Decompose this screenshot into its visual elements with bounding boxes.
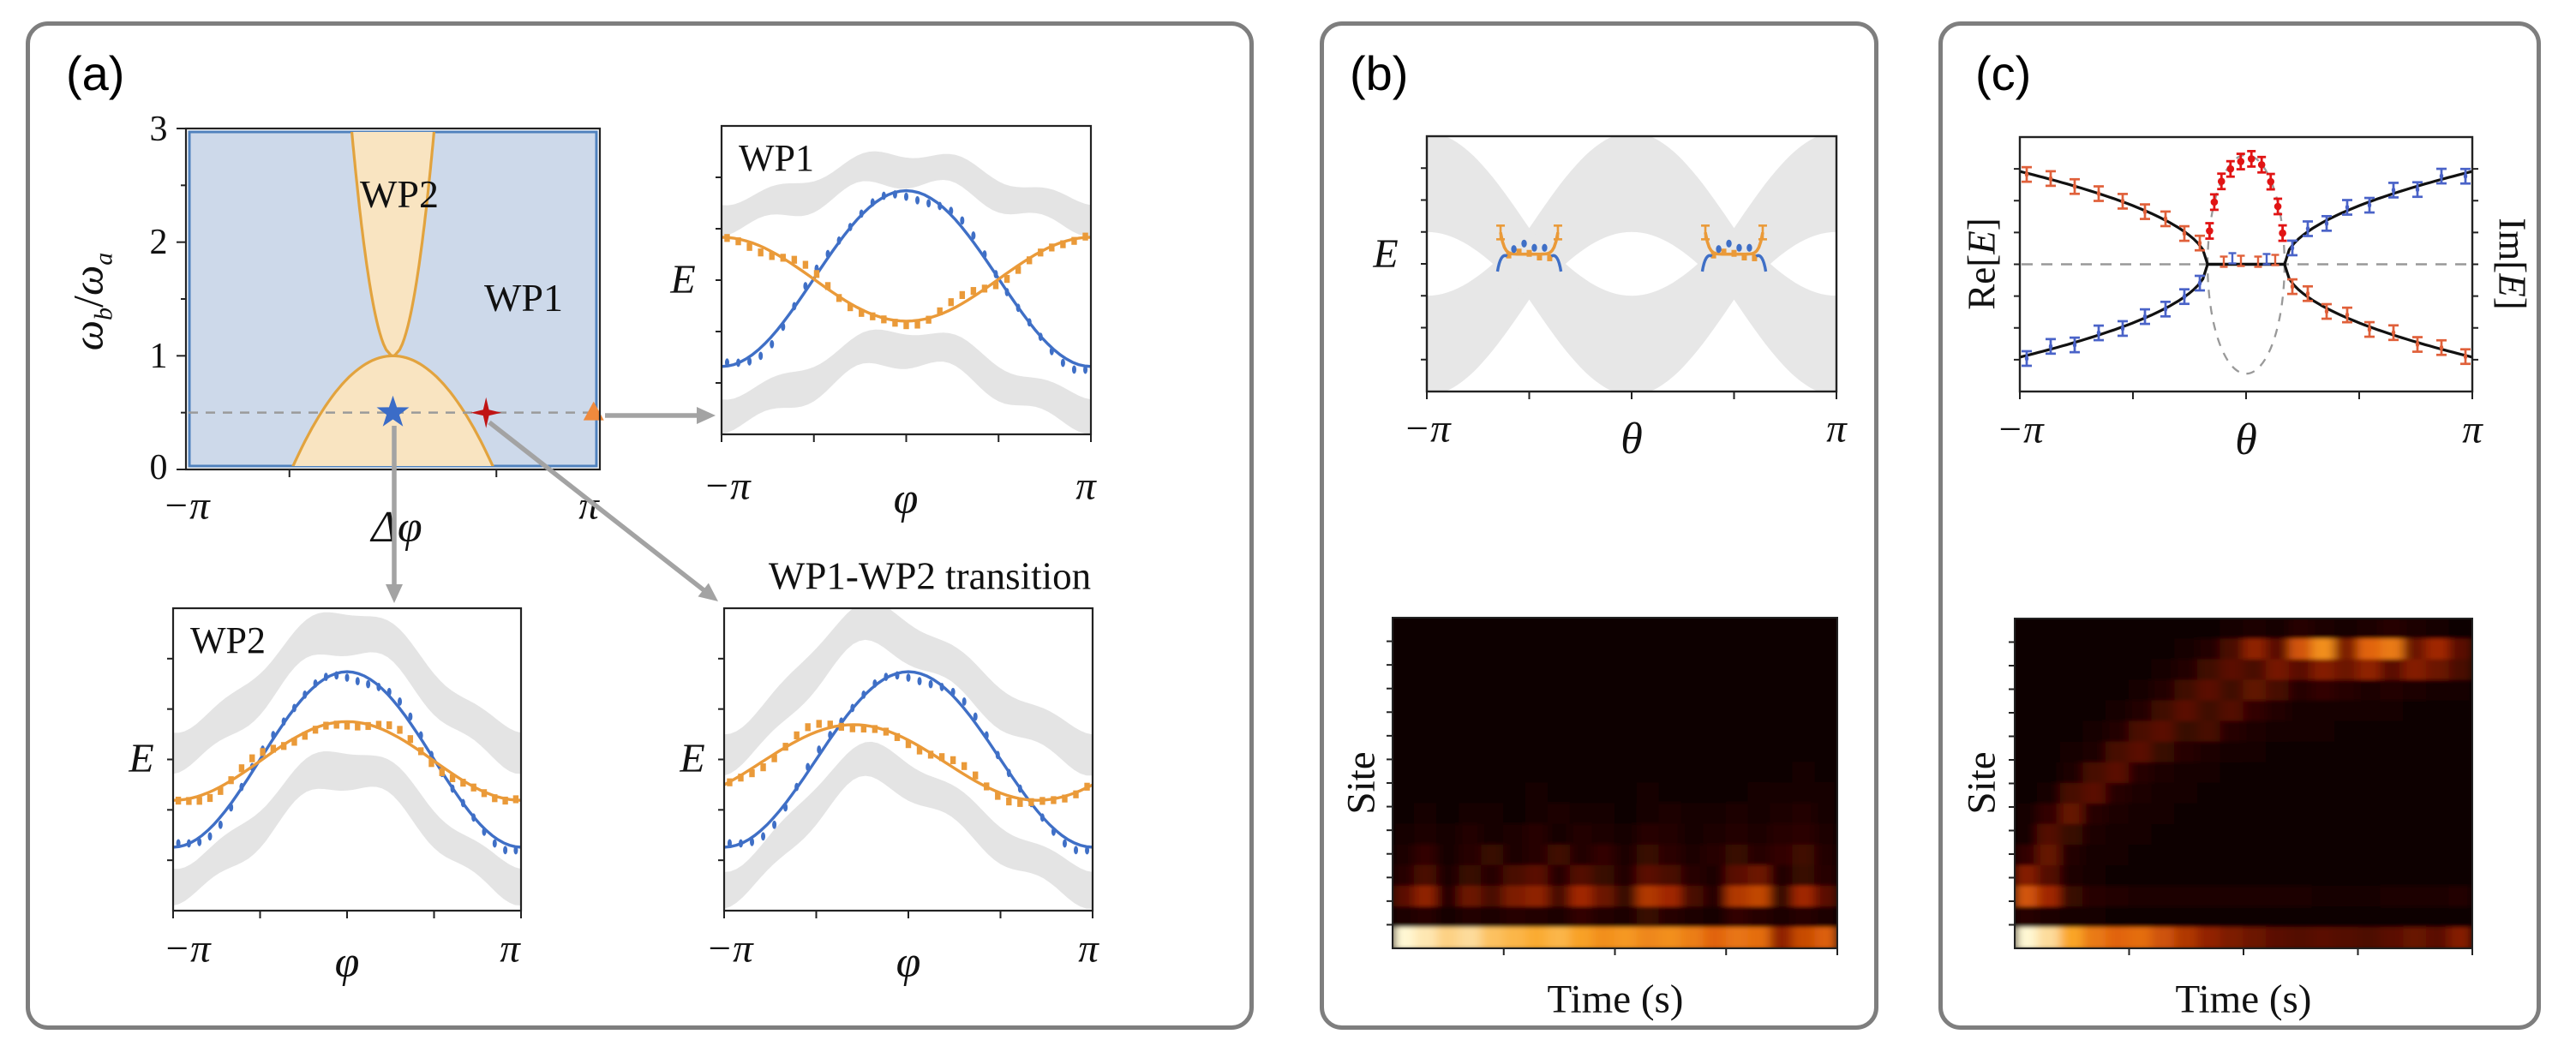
phase-xtick-pi: π xyxy=(578,483,599,529)
cheat-xlabel: Time (s) xyxy=(2175,977,2312,1022)
phase-ylabel: ωb/ωa xyxy=(63,252,118,351)
bheat-xlabel: Time (s) xyxy=(1547,977,1684,1022)
wp1-ylabel: E xyxy=(670,257,696,302)
wp1-band-plot xyxy=(716,124,1093,442)
wp2-ylabel: E xyxy=(129,736,154,781)
cspec-ylabel-left: Re[E] xyxy=(1960,218,2004,310)
edge-spectrum-plot xyxy=(1421,134,1838,399)
phase-xtick-minus-pi: −π xyxy=(162,483,210,529)
cheat-ylabel: Site xyxy=(1959,751,2004,815)
phase-ytick-2: 2 xyxy=(149,223,168,262)
bspec-xlabel: θ xyxy=(1620,415,1643,463)
wp2-xlabel: φ xyxy=(334,938,360,987)
bspec-xtick-pi: π xyxy=(1826,406,1847,451)
wp2-band-plot xyxy=(167,607,523,918)
wp1-xtick-pi: π xyxy=(1075,463,1096,509)
phase-ytick-0: 0 xyxy=(149,448,168,487)
wp1-xtick-minus-pi: −π xyxy=(703,463,751,509)
panel-a: (a) ωb/ωa 3 2 1 0 −π π Δφ WP2 WP1 WP1 E … xyxy=(26,21,1254,1030)
cspec-xtick-minus-pi: −π xyxy=(1996,407,2044,452)
bspec-ylabel: E xyxy=(1373,231,1399,277)
transition-ylabel: E xyxy=(680,736,705,781)
phase-ytick-1: 1 xyxy=(149,337,168,376)
wp2-xtick-minus-pi: −π xyxy=(163,926,211,971)
panel-b-letter: (b) xyxy=(1350,46,1409,100)
panel-a-letter: (a) xyxy=(66,46,125,100)
cspec-xlabel: θ xyxy=(2235,415,2257,464)
phase-ytick-3: 3 xyxy=(149,110,168,149)
site-time-heatmap-c xyxy=(2009,618,2473,955)
ep-spectrum-plot xyxy=(2014,135,2478,399)
cspec-xtick-pi: π xyxy=(2462,407,2483,452)
site-time-heatmap-b xyxy=(1387,617,1838,955)
bheat-ylabel: Site xyxy=(1339,751,1384,815)
wp2-xtick-pi: π xyxy=(500,926,520,971)
panel-c-letter: (c) xyxy=(1975,46,2032,100)
cspec-ylabel-right: Im[E] xyxy=(2490,218,2534,310)
wp1-xlabel: φ xyxy=(893,475,919,523)
wp1-title: WP1 xyxy=(739,137,814,179)
panel-b: (b) E −π θ π Site Time (s) xyxy=(1320,21,1878,1030)
transition-xtick-pi: π xyxy=(1078,926,1099,971)
phase-xlabel: Δφ xyxy=(371,503,422,552)
panel-c: (c) Re[E] Im[E] −π θ π Site Time (s) xyxy=(1938,21,2541,1030)
wp2-title: WP2 xyxy=(190,619,266,661)
transition-title: WP1-WP2 transition xyxy=(768,554,1092,598)
transition-xlabel: φ xyxy=(896,938,921,987)
phase-region-wp1: WP1 xyxy=(484,276,563,320)
phase-region-wp2: WP2 xyxy=(360,172,439,216)
transition-xtick-minus-pi: −π xyxy=(705,926,753,971)
transition-band-plot xyxy=(718,607,1094,918)
bspec-xtick-minus-pi: −π xyxy=(1403,406,1451,451)
